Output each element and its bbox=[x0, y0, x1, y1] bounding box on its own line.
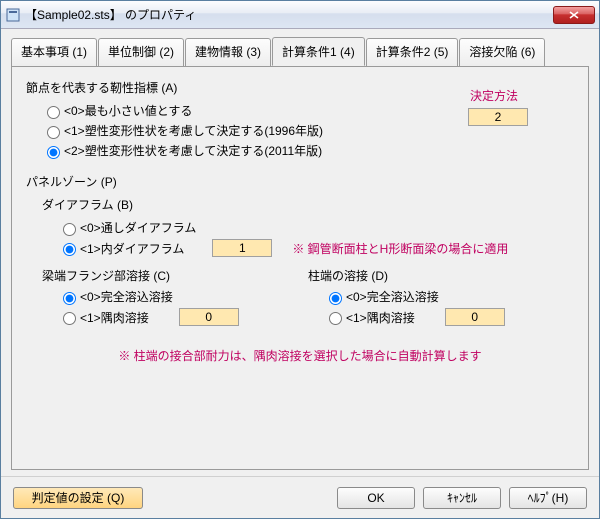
dia-note: ※ 鋼管断面柱とH形断面梁の場合に適用 bbox=[292, 240, 508, 257]
c-value: 0 bbox=[179, 308, 239, 326]
radio-b1[interactable] bbox=[63, 243, 76, 256]
group-c: 梁端フランジ部溶接 (C) <0>完全溶込溶接 <1>隅肉溶接 0 bbox=[42, 267, 308, 329]
auto-calc-note: ※ 柱端の接合部耐力は、隅肉溶接を選択した場合に自動計算します bbox=[26, 347, 574, 364]
tab-calc2[interactable]: 計算条件2 (5) bbox=[366, 38, 459, 67]
radio-b1-label: <1>内ダイアフラム bbox=[80, 240, 184, 257]
radio-a1[interactable] bbox=[47, 126, 60, 139]
help-button[interactable]: ﾍﾙﾌﾟ(H) bbox=[509, 487, 587, 509]
group-b-label: ダイアフラム (B) bbox=[42, 196, 574, 213]
dia-value: 1 bbox=[212, 239, 272, 257]
radio-c1[interactable] bbox=[63, 312, 76, 325]
dialog-window: 【Sample02.sts】 のプロパティ 基本事項 (1) 単位制御 (2) … bbox=[0, 0, 600, 519]
window-title: 【Sample02.sts】 のプロパティ bbox=[25, 6, 553, 23]
radio-d1[interactable] bbox=[329, 312, 342, 325]
group-b: ダイアフラム (B) <0>通しダイアフラム <1>内ダイアフラム 1 ※ 鋼管… bbox=[42, 196, 574, 257]
tab-panel: 節点を代表する靭性指標 (A) <0>最も小さい値とする <1>塑性変形性状を考… bbox=[11, 66, 589, 470]
tab-basic[interactable]: 基本事項 (1) bbox=[11, 38, 97, 67]
group-p-label: パネルゾーン (P) bbox=[26, 173, 574, 190]
radio-b0[interactable] bbox=[63, 223, 76, 236]
radio-d0-label: <0>完全溶込溶接 bbox=[346, 288, 439, 305]
radio-d0[interactable] bbox=[329, 292, 342, 305]
ok-button[interactable]: OK bbox=[337, 487, 415, 509]
app-icon bbox=[5, 7, 21, 23]
d-value: 0 bbox=[445, 308, 505, 326]
settings-button[interactable]: 判定値の設定 (Q) bbox=[13, 487, 143, 509]
method-box: 決定方法 2 bbox=[460, 87, 528, 126]
tab-strip: 基本事項 (1) 単位制御 (2) 建物情報 (3) 計算条件1 (4) 計算条… bbox=[11, 37, 589, 66]
radio-a2[interactable] bbox=[47, 146, 60, 159]
cancel-button[interactable]: ｷｬﾝｾﾙ bbox=[423, 487, 501, 509]
group-p: パネルゾーン (P) ダイアフラム (B) <0>通しダイアフラム <1>内ダイ… bbox=[26, 173, 574, 364]
tab-weld-defect[interactable]: 溶接欠陥 (6) bbox=[459, 38, 545, 67]
group-d-label: 柱端の溶接 (D) bbox=[308, 267, 574, 284]
titlebar: 【Sample02.sts】 のプロパティ bbox=[1, 1, 599, 29]
group-a: 節点を代表する靭性指標 (A) <0>最も小さい値とする <1>塑性変形性状を考… bbox=[26, 79, 574, 159]
radio-d1-label: <1>隅肉溶接 bbox=[346, 309, 415, 326]
radio-c0[interactable] bbox=[63, 292, 76, 305]
group-c-label: 梁端フランジ部溶接 (C) bbox=[42, 267, 308, 284]
tab-unit[interactable]: 単位制御 (2) bbox=[98, 38, 184, 67]
footer: 判定値の設定 (Q) OK ｷｬﾝｾﾙ ﾍﾙﾌﾟ(H) bbox=[1, 476, 599, 518]
radio-a2-label: <2>塑性変形性状を考慮して決定する(2011年版) bbox=[64, 142, 322, 159]
radio-c0-label: <0>完全溶込溶接 bbox=[80, 288, 173, 305]
content-area: 基本事項 (1) 単位制御 (2) 建物情報 (3) 計算条件1 (4) 計算条… bbox=[1, 29, 599, 476]
group-d: 柱端の溶接 (D) <0>完全溶込溶接 <1>隅肉溶接 0 bbox=[308, 267, 574, 329]
close-button[interactable] bbox=[553, 6, 595, 24]
radio-a0-label: <0>最も小さい値とする bbox=[64, 102, 192, 119]
tab-calc1[interactable]: 計算条件1 (4) bbox=[272, 37, 365, 66]
radio-a1-label: <1>塑性変形性状を考慮して決定する(1996年版) bbox=[64, 122, 323, 139]
radio-c1-label: <1>隅肉溶接 bbox=[80, 309, 149, 326]
method-label: 決定方法 bbox=[460, 87, 528, 104]
radio-a0[interactable] bbox=[47, 106, 60, 119]
radio-b0-label: <0>通しダイアフラム bbox=[80, 219, 196, 236]
tab-building[interactable]: 建物情報 (3) bbox=[185, 38, 271, 67]
method-value: 2 bbox=[468, 108, 528, 126]
